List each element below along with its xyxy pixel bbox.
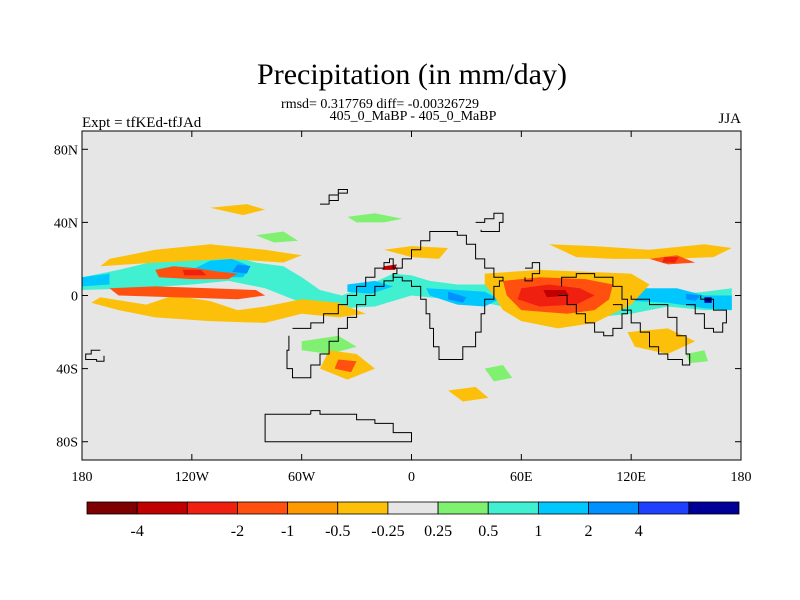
y-tick-label: 0 — [71, 290, 78, 305]
season-label: JJA — [718, 111, 741, 127]
y-tick-label: 40S — [56, 363, 78, 378]
anomaly-region — [347, 213, 403, 223]
coastline — [392, 231, 504, 360]
y-tick-label: 40N — [54, 216, 78, 231]
coastline — [320, 189, 348, 205]
x-tick-label: 180 — [72, 470, 93, 485]
colorbar-swatch — [537, 501, 589, 515]
anomaly-region — [627, 328, 696, 354]
anomaly-region — [448, 291, 467, 303]
anomaly-region — [334, 359, 357, 373]
anomaly-region — [662, 257, 679, 263]
x-tick-label: 180 — [731, 470, 752, 485]
colorbar-label: 0.25 — [424, 523, 452, 540]
coastlines — [85, 189, 727, 443]
y-tick-label: 80N — [54, 143, 78, 158]
y-tick-label: 80S — [56, 436, 78, 451]
anomaly-region — [255, 231, 298, 243]
colorbar-swatch — [287, 501, 339, 515]
colorbar: -4 -2 -1 -0.5 -0.25 0.25 0.5 1 2 4 — [86, 501, 740, 540]
colorbar-swatch — [437, 501, 489, 515]
coastline — [286, 258, 398, 379]
coastline — [85, 349, 105, 362]
anomaly-regions — [82, 204, 732, 402]
anomaly-region — [182, 269, 207, 276]
anomaly-region — [686, 350, 708, 364]
coastline — [475, 212, 504, 232]
colorbar-label: -4 — [130, 523, 143, 540]
chart-title: Precipitation (in mm/day) — [257, 58, 567, 91]
anomaly-region — [484, 365, 513, 382]
x-axis: 180 120W 60W 0 60E 120E 180 — [72, 131, 752, 485]
colorbar-swatch — [86, 501, 138, 515]
colorbar-label: -2 — [231, 523, 244, 540]
stats-line: rmsd= 0.317769 diff= -0.00326729 — [281, 97, 479, 112]
anomaly-region — [347, 280, 394, 294]
colorbar-swatch — [638, 501, 690, 515]
colorbar-swatch — [337, 501, 389, 515]
colorbar-swatch — [688, 501, 740, 515]
anomaly-region — [384, 246, 449, 259]
anomaly-region — [686, 293, 701, 301]
colorbar-swatch — [186, 501, 238, 515]
anomaly-region — [232, 264, 251, 274]
colorbar-swatch — [136, 501, 188, 515]
coastline — [264, 410, 412, 443]
x-tick-label: 120E — [616, 470, 646, 485]
colorbar-swatch — [588, 501, 640, 515]
colorbar-label: 4 — [635, 523, 643, 540]
coastline — [612, 295, 691, 366]
anomaly-region — [704, 297, 712, 303]
x-tick-label: 60E — [510, 470, 533, 485]
coastline — [557, 273, 628, 337]
x-tick-label: 120W — [175, 470, 210, 485]
colorbar-label: -1 — [281, 523, 294, 540]
colorbar-label: 2 — [585, 523, 593, 540]
anomaly-region — [548, 244, 732, 259]
colorbar-label: 0.5 — [478, 523, 498, 540]
colorbar-label: -0.5 — [325, 523, 350, 540]
anomaly-region — [109, 286, 266, 300]
experiment-label: Expt = tfKEd-tfJAd — [82, 115, 202, 131]
chart-subtitle: 405_0_MaBP - 405_0_MaBP — [330, 109, 497, 124]
y-axis: 80N 40N 0 40S 80S — [54, 143, 741, 451]
colorbar-swatch — [237, 501, 289, 515]
anomaly-region — [100, 244, 302, 267]
coastline — [524, 262, 541, 282]
coastline — [686, 295, 727, 333]
anomaly-region — [82, 273, 110, 287]
colorbar-label: 1 — [534, 523, 542, 540]
anomaly-region — [210, 204, 266, 216]
x-tick-label: 0 — [408, 470, 415, 485]
colorbar-label: -0.25 — [371, 523, 404, 540]
colorbar-swatch — [387, 501, 439, 515]
x-tick-label: 60W — [288, 470, 316, 485]
anomaly-region — [91, 295, 366, 323]
anomaly-region — [448, 386, 489, 402]
colorbar-swatch — [487, 501, 539, 515]
